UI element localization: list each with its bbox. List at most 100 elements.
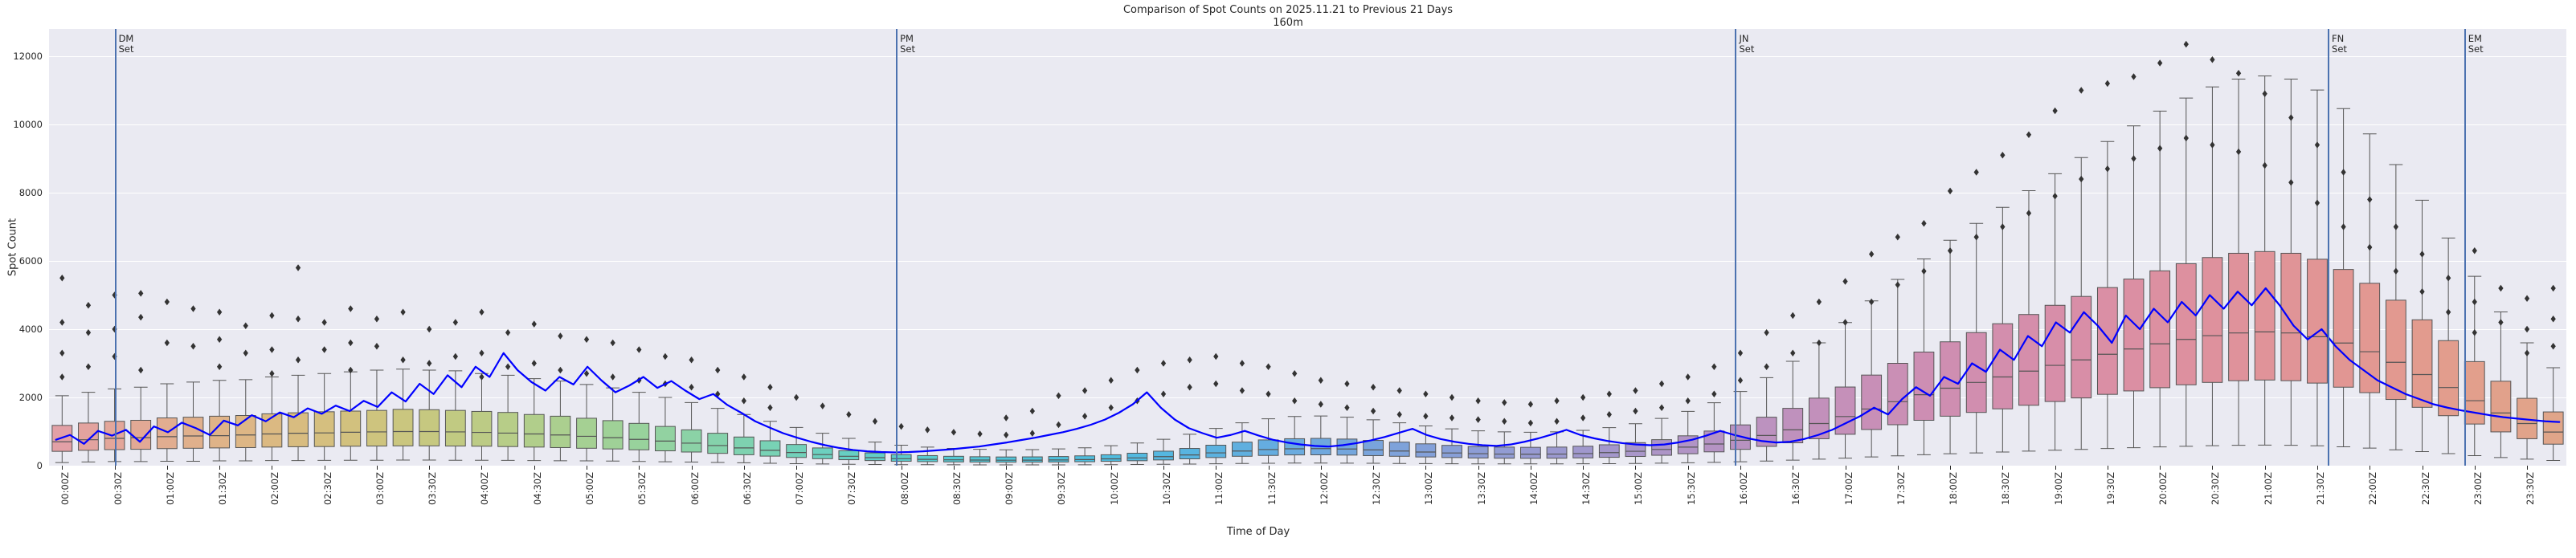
flier-marker: [610, 339, 615, 347]
boxplot-box: [444, 319, 466, 461]
flier-marker: [1004, 431, 1009, 438]
event-label-line: DM: [118, 33, 134, 44]
y-axis-label: Spot Count: [6, 218, 19, 277]
flier-marker: [2341, 169, 2346, 176]
flier-marker: [1711, 390, 1717, 397]
x-tick-mark: [376, 466, 378, 470]
flier-marker: [2131, 155, 2136, 162]
flier-marker: [2550, 284, 2556, 292]
boxplot-box: [1153, 360, 1174, 465]
flier-marker: [1004, 414, 1009, 422]
flier-marker: [2524, 295, 2530, 302]
boxplot-box: [523, 320, 545, 462]
boxplot-box: [2071, 87, 2092, 450]
x-tick-mark: [1635, 466, 1637, 470]
event-label-line: Set: [900, 43, 915, 55]
boxplot-box: [2096, 79, 2118, 450]
boxplot-box: [1625, 387, 1646, 464]
boxplot-box: [1519, 401, 1541, 465]
x-tick-label: 13:30Z: [1475, 472, 1487, 506]
flier-marker: [1108, 404, 1114, 411]
event-label-fn-set: FN Set: [2332, 34, 2347, 55]
x-tick-label: 06:00Z: [689, 472, 701, 506]
box-iqr: [2385, 299, 2406, 401]
flier-marker: [1213, 352, 1219, 360]
flier-marker: [951, 429, 957, 436]
box-iqr: [1074, 455, 1096, 462]
flier-marker: [1239, 360, 1245, 367]
x-tick-mark: [953, 466, 955, 470]
x-tick-label: 05:00Z: [584, 472, 596, 506]
flier-marker: [452, 319, 458, 326]
box-iqr: [628, 422, 650, 450]
event-label-line: Set: [2332, 43, 2347, 55]
box-iqr: [1441, 445, 1462, 458]
boxplot-box: [2333, 108, 2354, 448]
chart-subtitle: 160m: [1273, 17, 1303, 29]
flier-marker: [1685, 397, 1691, 405]
flier-marker: [321, 319, 327, 326]
flier-marker: [2445, 275, 2451, 282]
boxplot-box: [1257, 363, 1279, 464]
flier-marker: [793, 393, 799, 401]
x-tick-label: 21:00Z: [2262, 472, 2274, 506]
boxplot-box: [759, 384, 781, 464]
flier-marker: [1213, 380, 1219, 388]
flier-marker: [1921, 220, 1927, 227]
flier-marker: [2210, 141, 2215, 149]
x-tick-label: 03:30Z: [427, 472, 439, 506]
box-iqr: [838, 450, 860, 461]
event-label-jn-set: JN Set: [1739, 34, 1754, 55]
flier-marker: [767, 404, 773, 411]
flier-marker: [1449, 393, 1455, 401]
flier-marker: [505, 329, 511, 336]
flier-marker: [1160, 390, 1167, 397]
event-label-line: Set: [1739, 43, 1755, 55]
flier-marker: [269, 312, 275, 320]
flier-marker: [2498, 284, 2504, 292]
flier-marker: [505, 363, 511, 370]
flier-marker: [583, 370, 590, 377]
flier-marker: [2419, 250, 2425, 258]
flier-marker: [216, 308, 223, 316]
box-iqr: [1782, 408, 1804, 444]
flier-marker: [1475, 416, 1481, 423]
flier-marker: [269, 346, 275, 353]
box-iqr: [471, 410, 493, 447]
x-tick-label: 18:30Z: [2000, 472, 2012, 506]
flier-marker: [374, 316, 380, 323]
flier-marker: [1658, 404, 1665, 411]
flier-marker: [1947, 247, 1953, 255]
flier-marker: [2000, 223, 2006, 230]
flier-marker: [269, 370, 275, 377]
box-iqr: [2202, 257, 2223, 383]
boxplot-box: [550, 332, 571, 462]
event-vline-em-set: [2464, 29, 2466, 466]
flier-marker: [1606, 411, 1612, 418]
x-tick-label: 13:00Z: [1423, 472, 1435, 506]
gridline: [49, 397, 2566, 398]
x-tick-label: 11:30Z: [1266, 472, 1278, 506]
flier-marker: [2393, 223, 2399, 230]
flier-marker: [741, 373, 746, 381]
x-tick-mark: [114, 466, 116, 470]
boxplot-box: [1074, 387, 1096, 466]
gridline: [49, 124, 2566, 125]
box-iqr: [78, 422, 99, 451]
boxplot-box: [2307, 89, 2328, 446]
box-iqr: [1992, 323, 2014, 409]
boxplot-box: [733, 373, 754, 463]
y-tick-label: 12000: [13, 51, 43, 62]
box-iqr: [2044, 304, 2066, 402]
box-iqr: [2438, 340, 2459, 417]
box-iqr: [2464, 360, 2485, 425]
boxplot-box: [182, 305, 204, 462]
flier-marker: [2104, 79, 2111, 88]
flier-marker: [2131, 73, 2136, 80]
flier-marker: [1606, 390, 1612, 397]
boxplot-box: [2411, 199, 2433, 453]
box-iqr: [1257, 439, 1279, 456]
x-tick-mark: [2316, 466, 2318, 470]
flier-marker: [872, 417, 878, 425]
boxplot-box: [2385, 164, 2406, 450]
